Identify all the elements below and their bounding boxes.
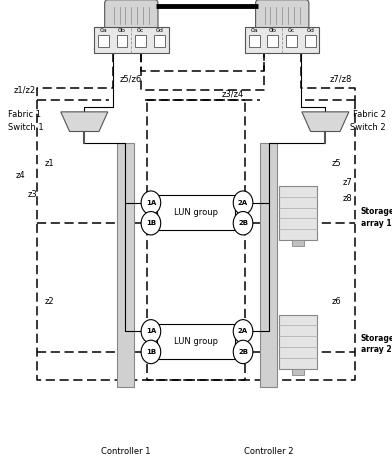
- Text: z3/z4: z3/z4: [221, 89, 244, 98]
- Text: Switch 2: Switch 2: [350, 123, 386, 132]
- FancyBboxPatch shape: [256, 0, 309, 30]
- Text: 0a: 0a: [100, 28, 107, 33]
- Text: 0b: 0b: [269, 28, 277, 33]
- Circle shape: [141, 340, 161, 364]
- Text: z6: z6: [331, 297, 341, 307]
- Text: 0c: 0c: [137, 28, 144, 33]
- Bar: [117, 143, 134, 388]
- Text: z7: z7: [343, 178, 353, 187]
- Circle shape: [141, 212, 161, 235]
- Polygon shape: [61, 112, 108, 132]
- Bar: [292, 240, 304, 246]
- Text: 0b: 0b: [118, 28, 126, 33]
- Circle shape: [233, 212, 253, 235]
- Text: z8: z8: [343, 194, 353, 204]
- Text: 1A: 1A: [146, 329, 156, 334]
- Text: z5/z6: z5/z6: [120, 74, 142, 83]
- Bar: [245, 27, 319, 52]
- Text: 2B: 2B: [238, 220, 248, 226]
- Bar: [98, 35, 109, 46]
- Text: z1/z2: z1/z2: [14, 85, 36, 95]
- Circle shape: [141, 191, 161, 214]
- Text: Switch 1: Switch 1: [8, 123, 44, 132]
- Text: 0a: 0a: [250, 28, 258, 33]
- Bar: [249, 35, 260, 46]
- Text: 0d: 0d: [155, 28, 163, 33]
- Bar: [260, 143, 277, 388]
- Text: z5: z5: [331, 159, 341, 168]
- Text: z3: z3: [27, 190, 37, 199]
- Bar: [154, 35, 165, 46]
- Bar: [279, 186, 317, 240]
- Text: Controller 1: Controller 1: [101, 447, 150, 456]
- Text: z1: z1: [45, 159, 55, 168]
- Text: Storage
array 1: Storage array 1: [361, 207, 392, 228]
- Bar: [267, 35, 278, 46]
- FancyBboxPatch shape: [105, 0, 158, 30]
- Bar: [135, 35, 146, 46]
- Text: LUN group: LUN group: [174, 208, 218, 218]
- Bar: [286, 35, 297, 46]
- Text: z2: z2: [45, 297, 55, 307]
- Text: 0c: 0c: [288, 28, 295, 33]
- Bar: [157, 324, 235, 359]
- Text: Storage
array 2: Storage array 2: [361, 334, 392, 354]
- Polygon shape: [302, 112, 349, 132]
- Text: 2A: 2A: [238, 329, 248, 334]
- Bar: [94, 27, 169, 52]
- Text: 1B: 1B: [146, 349, 156, 355]
- Text: Fabric 2: Fabric 2: [353, 110, 386, 119]
- Circle shape: [233, 191, 253, 214]
- Text: Controller 2: Controller 2: [244, 447, 293, 456]
- Circle shape: [233, 340, 253, 364]
- Bar: [305, 35, 316, 46]
- Bar: [279, 314, 317, 369]
- Text: 2A: 2A: [238, 200, 248, 205]
- Circle shape: [141, 320, 161, 343]
- Text: 2B: 2B: [238, 349, 248, 355]
- Text: LUN group: LUN group: [174, 337, 218, 346]
- Bar: [116, 35, 127, 46]
- Text: z7/z8: z7/z8: [329, 74, 352, 83]
- Text: z4: z4: [16, 171, 25, 180]
- Text: 1B: 1B: [146, 220, 156, 226]
- Bar: [157, 195, 235, 230]
- Text: 0d: 0d: [306, 28, 314, 33]
- Bar: [292, 369, 304, 375]
- Circle shape: [233, 320, 253, 343]
- Text: Fabric 1: Fabric 1: [8, 110, 41, 119]
- Text: 1A: 1A: [146, 200, 156, 205]
